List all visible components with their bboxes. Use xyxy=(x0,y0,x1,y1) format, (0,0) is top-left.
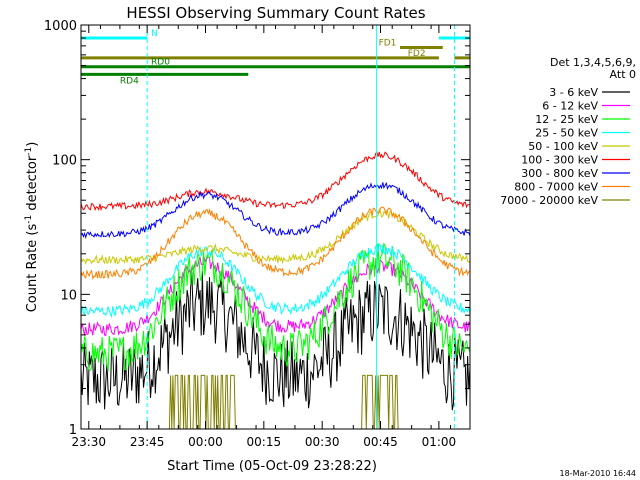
series-line xyxy=(80,181,471,240)
x-tick-label: 01:00 xyxy=(422,435,457,449)
y-tick-label: 100 xyxy=(52,154,77,169)
legend-label: 25 - 50 keV xyxy=(535,127,598,140)
legend-label: 800 - 7000 keV xyxy=(514,181,598,194)
y-tick-label: 1000 xyxy=(44,19,77,34)
legend-label: 3 - 6 keV xyxy=(549,86,598,99)
legend-label: 6 - 12 keV xyxy=(542,100,598,113)
legend-label: 100 - 300 keV xyxy=(521,154,598,167)
chart-title: HESSI Observing Summary Count Rates xyxy=(126,4,425,22)
flag-label: FD1 xyxy=(379,39,397,49)
y-tick-label: 10 xyxy=(60,288,77,303)
series-line xyxy=(80,242,471,319)
footer-date: 18-Mar-2010 16:44 xyxy=(560,469,637,478)
flag-label: RD4 xyxy=(120,76,139,86)
flag-bars: N FD1 FD2 RD0 RD4 xyxy=(81,29,470,86)
x-tick-label: 23:30 xyxy=(71,435,106,449)
series-line xyxy=(80,151,471,212)
y-tick-label: 1 xyxy=(69,423,77,438)
x-tick-label: 23:45 xyxy=(130,435,165,449)
x-tick-label: 00:15 xyxy=(247,435,282,449)
legend-header: Det 1,3,4,5,6,9, xyxy=(550,56,636,69)
vertical-markers xyxy=(146,25,455,429)
x-tick-label: 00:45 xyxy=(363,435,398,449)
flag-label: N xyxy=(151,29,158,39)
series-line xyxy=(80,271,471,411)
x-tick-label: 00:00 xyxy=(188,435,223,449)
flag-label: FD2 xyxy=(408,49,426,59)
axis-ticks: 23:30 23:45 00:00 00:15 00:30 00:45 01:00 1 10 10… xyxy=(44,19,471,449)
x-axis-label: Start Time (05-Oct-09 23:28:22) xyxy=(167,459,377,474)
series-line xyxy=(80,242,471,372)
series-line xyxy=(80,208,471,265)
flag-label: RD0 xyxy=(151,58,170,68)
plot-area xyxy=(80,151,471,430)
y-axis-label: Count Rate (s-1 detector-1) xyxy=(24,142,40,313)
x-tick-label: 00:30 xyxy=(305,435,340,449)
legend-header: Att 0 xyxy=(610,68,636,81)
legend-label: 12 - 25 keV xyxy=(535,113,598,126)
series-line xyxy=(80,206,471,281)
legend-label: 50 - 100 keV xyxy=(528,140,598,153)
legend-label: 300 - 800 keV xyxy=(521,167,598,180)
legend-label: 7000 - 20000 keV xyxy=(500,194,598,207)
